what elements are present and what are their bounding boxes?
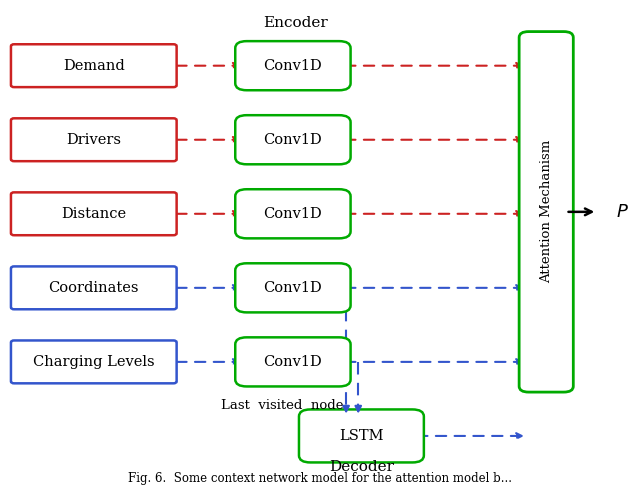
Text: Charging Levels: Charging Levels	[33, 355, 155, 369]
FancyBboxPatch shape	[236, 189, 351, 238]
FancyBboxPatch shape	[11, 192, 177, 235]
FancyBboxPatch shape	[236, 264, 351, 312]
Text: LSTM: LSTM	[339, 429, 383, 443]
Text: Conv1D: Conv1D	[264, 281, 323, 295]
FancyBboxPatch shape	[519, 32, 573, 392]
Text: Encoder: Encoder	[264, 16, 328, 30]
FancyBboxPatch shape	[299, 409, 424, 463]
FancyBboxPatch shape	[11, 341, 177, 384]
FancyBboxPatch shape	[11, 44, 177, 87]
Text: Coordinates: Coordinates	[49, 281, 139, 295]
FancyBboxPatch shape	[236, 41, 351, 90]
FancyBboxPatch shape	[11, 118, 177, 161]
FancyBboxPatch shape	[236, 115, 351, 164]
Text: Conv1D: Conv1D	[264, 59, 323, 73]
Text: Conv1D: Conv1D	[264, 133, 323, 147]
Text: Fig. 6.  Some context network model for the attention model b...: Fig. 6. Some context network model for t…	[128, 472, 512, 485]
Text: Conv1D: Conv1D	[264, 355, 323, 369]
Text: Conv1D: Conv1D	[264, 207, 323, 221]
Text: Last  visited  node: Last visited node	[221, 400, 343, 412]
FancyBboxPatch shape	[11, 266, 177, 309]
Text: Drivers: Drivers	[67, 133, 122, 147]
FancyBboxPatch shape	[236, 337, 351, 386]
Text: Distance: Distance	[61, 207, 126, 221]
Text: $\mathit{P}$: $\mathit{P}$	[616, 203, 629, 221]
Text: Attention Mechanism: Attention Mechanism	[540, 140, 553, 284]
Text: Demand: Demand	[63, 59, 125, 73]
Text: Decoder: Decoder	[329, 460, 394, 474]
